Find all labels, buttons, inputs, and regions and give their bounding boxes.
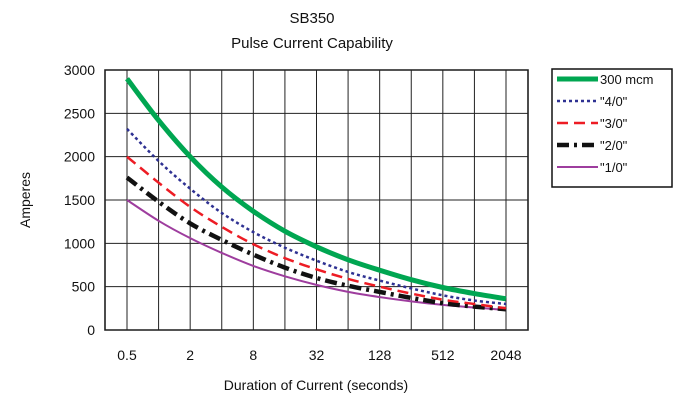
x-axis-label: Duration of Current (seconds): [224, 377, 408, 393]
grid: [105, 69, 528, 331]
y-tick-label: 1000: [64, 235, 95, 251]
x-tick-label: 512: [431, 347, 455, 363]
legend-entry-label: "3/0": [600, 116, 628, 131]
series-group: [125, 77, 507, 312]
y-tick-label: 1500: [64, 192, 95, 208]
x-axis-ticks: 0.5 2 8 32 128 512 2048: [117, 347, 522, 363]
y-tick-label: 0: [87, 322, 95, 338]
y-tick-label: 3000: [64, 62, 95, 78]
chart-subtitle: Pulse Current Capability: [231, 35, 393, 52]
y-axis-ticks: 0 500 1000 1500 2000 2500 3000: [64, 62, 95, 338]
series-line-3-0: [126, 155, 507, 310]
y-axis-label: Amperes: [17, 172, 33, 228]
x-tick-label: 0.5: [117, 347, 137, 363]
chart-title: SB350: [289, 10, 334, 27]
x-tick-label: 8: [249, 347, 257, 363]
legend-entry-label: "2/0": [600, 138, 628, 153]
legend: 300 mcm "4/0" "3/0" "2/0" "1/0": [551, 68, 673, 188]
series-line-1-0: [126, 199, 507, 312]
y-tick-label: 500: [72, 279, 96, 295]
series-line-2-0: [125, 175, 507, 312]
y-tick-label: 2000: [64, 149, 95, 165]
y-tick-label: 2500: [64, 105, 95, 121]
x-tick-label: 2: [186, 347, 194, 363]
legend-entry-label: 300 mcm: [600, 72, 653, 87]
x-tick-label: 2048: [490, 347, 521, 363]
x-tick-label: 128: [368, 347, 392, 363]
legend-entry-label: "1/0": [600, 160, 628, 175]
legend-entry-label: "4/0": [600, 94, 628, 109]
series-line-300-mcm: [125, 77, 507, 302]
x-tick-label: 32: [309, 347, 325, 363]
